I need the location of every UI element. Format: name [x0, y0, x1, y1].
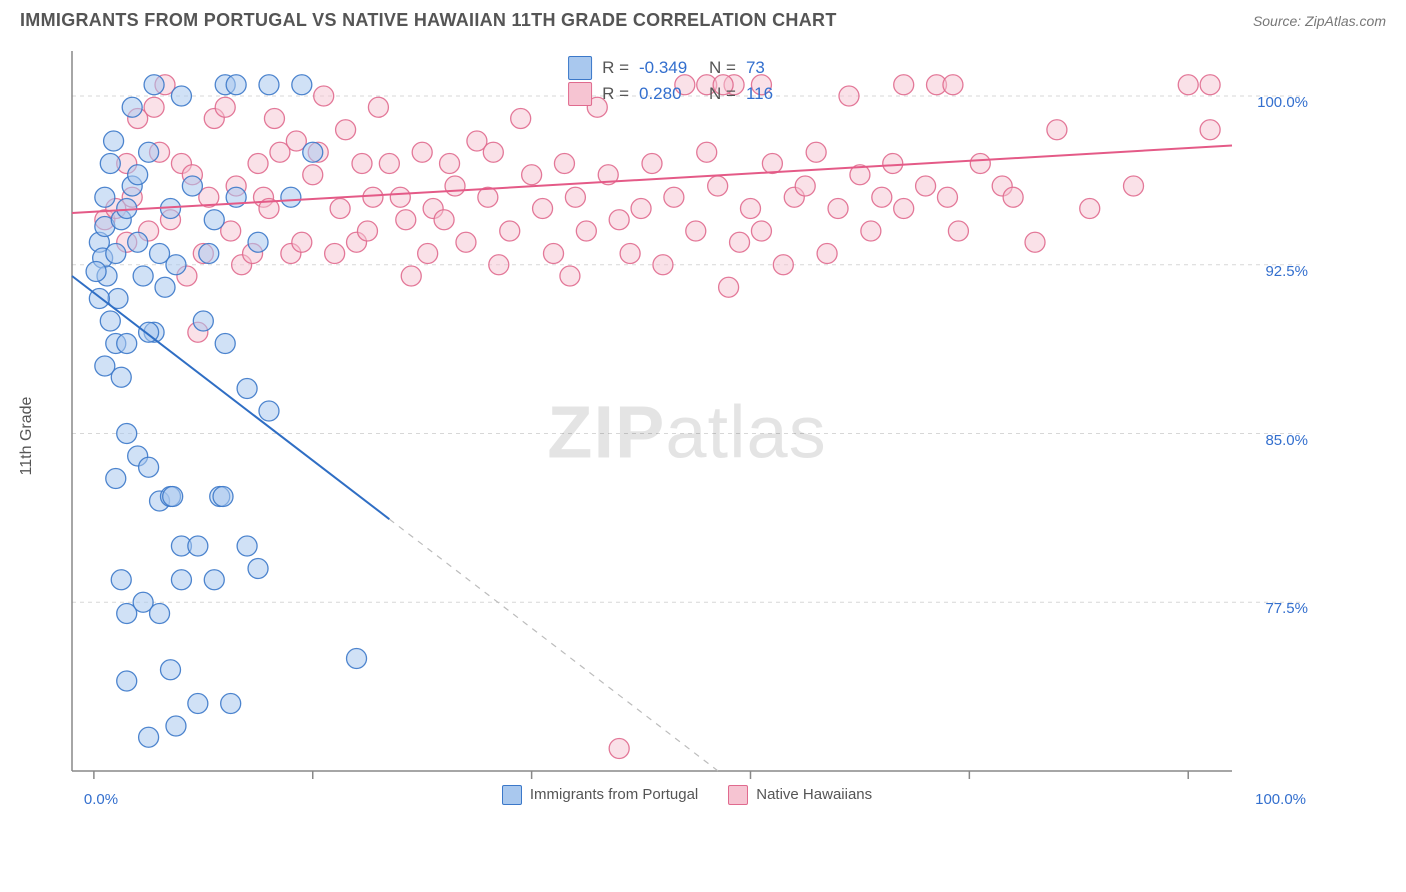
- correlation-legend: R = -0.349 N = 73 R = 0.280 N = 116: [568, 56, 806, 108]
- corr-r-label-2: R =: [602, 84, 629, 104]
- corr-n-label-1: N =: [709, 58, 736, 78]
- source-label: Source: ZipAtlas.com: [1253, 13, 1386, 29]
- y-tick-label: 100.0%: [1257, 94, 1308, 111]
- corr-r-value-2: 0.280: [639, 84, 699, 104]
- y-axis-label: 11th Grade: [18, 397, 36, 476]
- legend-swatch: [502, 785, 522, 805]
- y-tick-label: 77.5%: [1265, 600, 1308, 617]
- legend-swatch: [728, 785, 748, 805]
- y-tick-label: 92.5%: [1265, 263, 1308, 280]
- corr-n-label-2: N =: [709, 84, 736, 104]
- corr-n-value-2: 116: [746, 84, 806, 104]
- y-tick-label: 85.0%: [1265, 432, 1308, 449]
- legend-label: Native Hawaiians: [756, 786, 872, 803]
- corr-r-value-1: -0.349: [639, 58, 699, 78]
- corr-swatch-2: [568, 82, 592, 106]
- series-legend: Immigrants from Portugal Native Hawaiians: [62, 785, 1312, 805]
- legend-item: Native Hawaiians: [728, 785, 872, 805]
- corr-n-value-1: 73: [746, 58, 806, 78]
- corr-row-2: R = 0.280 N = 116: [568, 82, 806, 106]
- chart-title: IMMIGRANTS FROM PORTUGAL VS NATIVE HAWAI…: [20, 10, 837, 31]
- legend-item: Immigrants from Portugal: [502, 785, 698, 805]
- chart-svg: [62, 46, 1312, 826]
- legend-label: Immigrants from Portugal: [530, 786, 698, 803]
- corr-row-1: R = -0.349 N = 73: [568, 56, 806, 80]
- corr-swatch-1: [568, 56, 592, 80]
- corr-r-label-1: R =: [602, 58, 629, 78]
- chart-container: 11th Grade ZIPatlas R = -0.349 N = 73 R …: [42, 46, 1312, 826]
- header: IMMIGRANTS FROM PORTUGAL VS NATIVE HAWAI…: [0, 0, 1406, 39]
- plot-area: ZIPatlas R = -0.349 N = 73 R = 0.280 N =…: [62, 46, 1312, 826]
